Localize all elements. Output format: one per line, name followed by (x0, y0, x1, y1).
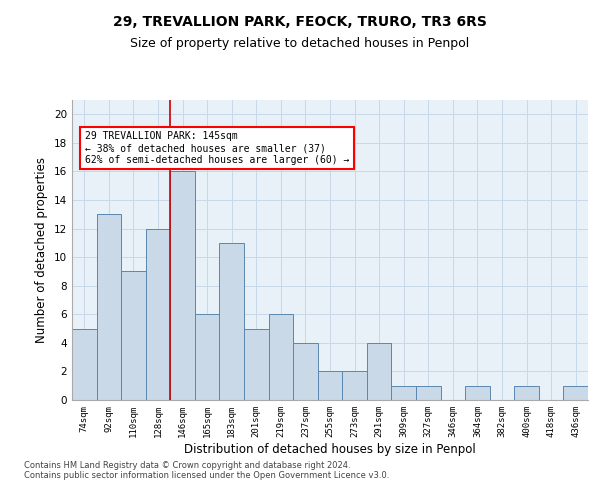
X-axis label: Distribution of detached houses by size in Penpol: Distribution of detached houses by size … (184, 442, 476, 456)
Bar (170, 172, 195, 400)
Bar (121, 272, 146, 400)
Bar (367, 343, 391, 400)
Bar (293, 343, 318, 400)
Bar (465, 386, 490, 400)
Text: Contains HM Land Registry data © Crown copyright and database right 2024.
Contai: Contains HM Land Registry data © Crown c… (24, 460, 389, 480)
Text: 29 TREVALLION PARK: 145sqm
← 38% of detached houses are smaller (37)
62% of semi: 29 TREVALLION PARK: 145sqm ← 38% of deta… (85, 132, 349, 164)
Bar (244, 328, 269, 400)
Bar (269, 314, 293, 400)
Bar (563, 386, 588, 400)
Bar (514, 386, 539, 400)
Y-axis label: Number of detached properties: Number of detached properties (35, 157, 49, 343)
Bar (391, 386, 416, 400)
Bar (416, 386, 440, 400)
Bar (342, 372, 367, 400)
Text: Size of property relative to detached houses in Penpol: Size of property relative to detached ho… (130, 38, 470, 51)
Bar (220, 243, 244, 400)
Bar (146, 228, 170, 400)
Bar (72, 328, 97, 400)
Bar (97, 214, 121, 400)
Bar (318, 372, 342, 400)
Text: 29, TREVALLION PARK, FEOCK, TRURO, TR3 6RS: 29, TREVALLION PARK, FEOCK, TRURO, TR3 6… (113, 15, 487, 29)
Bar (195, 314, 220, 400)
